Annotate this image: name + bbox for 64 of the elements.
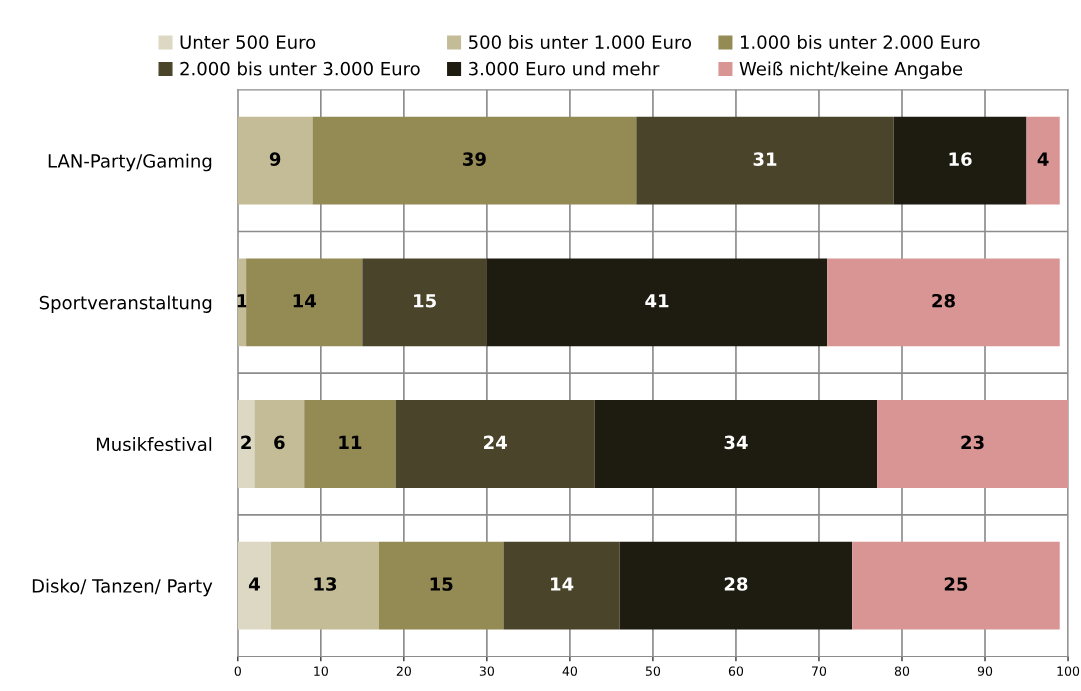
bar	[378, 541, 504, 630]
data-label: 39	[463, 152, 486, 166]
y-tick-label: Disko/ Tanzen/ Party	[32, 578, 213, 597]
y-tick-label: Musikfestival	[96, 437, 212, 452]
bar	[893, 116, 1027, 205]
x-tick-label: 10	[314, 666, 328, 676]
data-label: 16	[949, 152, 972, 166]
data-label: 14	[293, 294, 316, 308]
data-label: 34	[724, 435, 748, 450]
data-label: 23	[961, 435, 984, 450]
data-label: 14	[551, 577, 574, 591]
data-label: 15	[414, 294, 436, 308]
data-label: 24	[484, 435, 507, 449]
bar	[619, 541, 853, 630]
x-tick-label: 80	[894, 666, 910, 676]
data-label: 28	[724, 577, 748, 591]
data-label: 4	[248, 577, 260, 591]
bar	[594, 400, 878, 488]
y-tick-label: Sportveranstaltung	[39, 295, 212, 313]
x-tick-label: 30	[479, 666, 495, 676]
bar	[827, 258, 1060, 347]
legend-label: 1.000 bis unter 2.000 Euro	[740, 35, 980, 49]
data-label: 2	[241, 435, 251, 449]
legend-label: Unter 500 Euro	[180, 35, 316, 49]
data-label: 28	[932, 293, 955, 308]
x-tick-label: 90	[977, 666, 993, 676]
data-label: 9	[269, 152, 281, 166]
x-tick-label: 60	[728, 666, 744, 676]
x-tick-label: 0	[234, 666, 241, 676]
bar	[237, 541, 272, 630]
data-label: 1	[237, 294, 248, 308]
bar	[877, 400, 1069, 488]
y-tick-label: LAN-Party/Gaming	[48, 153, 212, 172]
bar	[362, 258, 487, 347]
x-tick-label: 100	[1057, 666, 1080, 676]
bar	[246, 258, 363, 347]
bar	[237, 116, 313, 205]
data-label: 25	[944, 577, 968, 591]
bar	[486, 258, 828, 347]
x-tick-label: 70	[812, 666, 827, 676]
data-label: 11	[339, 435, 362, 449]
data-label: 15	[430, 577, 453, 591]
data-label: 13	[314, 577, 337, 591]
data-label: 41	[645, 294, 669, 308]
bar	[304, 400, 396, 488]
legend-label: Weiß nicht/keine Angabe	[739, 61, 963, 79]
bar	[503, 541, 620, 630]
data-label: 6	[274, 435, 285, 450]
bar	[312, 116, 637, 205]
x-tick-label: 40	[562, 666, 578, 676]
x-tick-label: 20	[396, 666, 411, 676]
legend-label: 500 bis unter 1.000 Euro	[469, 35, 692, 49]
data-label: 31	[753, 152, 777, 166]
bar	[395, 400, 595, 488]
bar	[852, 541, 1060, 630]
data-label: 4	[1037, 152, 1049, 166]
bar	[636, 116, 894, 205]
legend-label: 2.000 bis unter 3.000 Euro	[180, 61, 420, 76]
bar	[271, 541, 379, 630]
x-tick-label: 50	[645, 666, 661, 676]
bar	[254, 400, 305, 488]
bar	[237, 400, 255, 488]
legend-label: 3.000 Euro und mehr	[469, 61, 660, 76]
bar	[1026, 116, 1060, 205]
